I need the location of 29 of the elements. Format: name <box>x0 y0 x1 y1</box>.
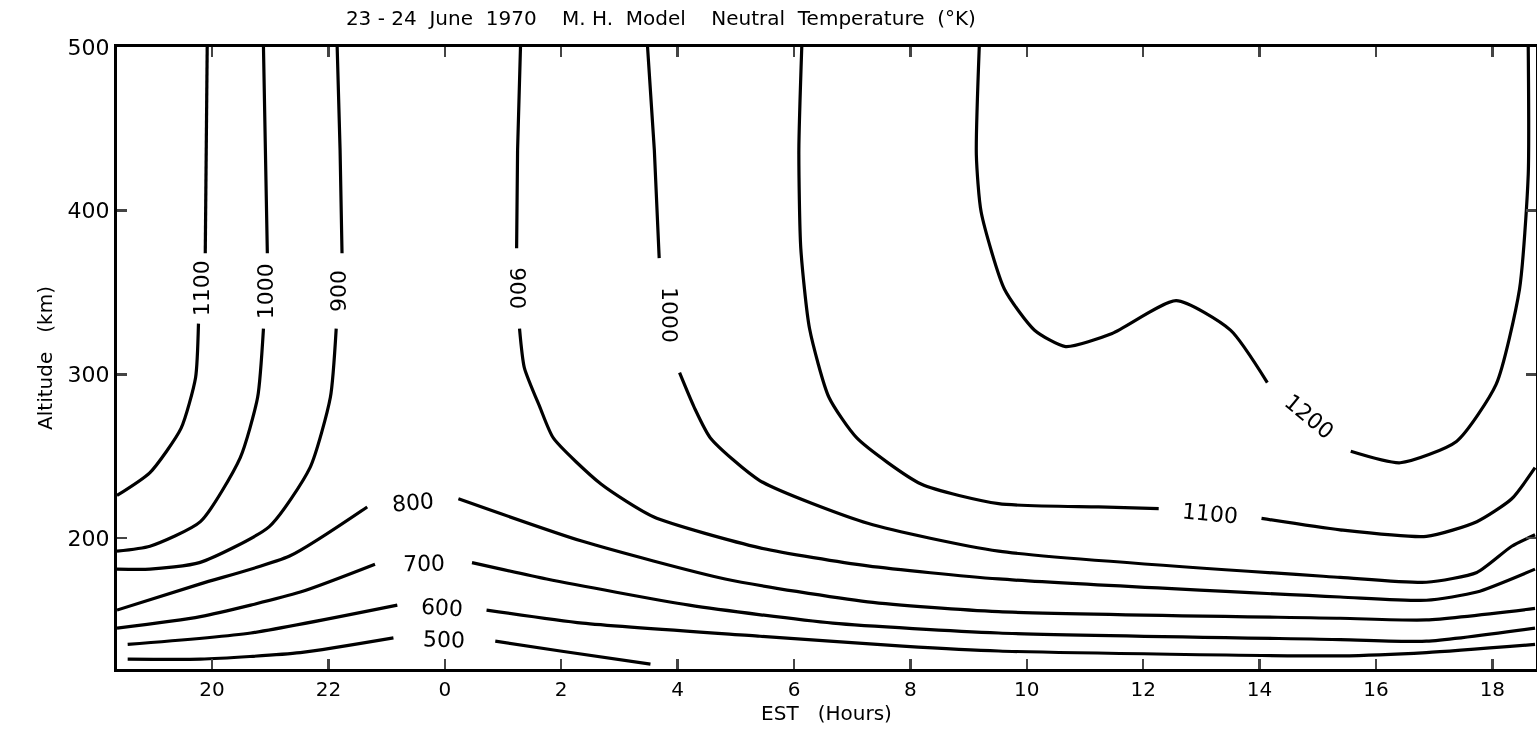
x-tick-label: 0 <box>438 677 452 701</box>
text: 800 <box>390 488 435 517</box>
y-tick-label: 300 <box>67 362 110 388</box>
x-tick-label: 8 <box>904 677 917 701</box>
y-tick-label: 400 <box>67 198 110 224</box>
y-tick-label: 200 <box>67 525 110 551</box>
series-label: 700 <box>402 550 446 577</box>
text: 1100 <box>189 260 215 317</box>
x-tick-label: 4 <box>671 677 684 701</box>
x-tick-label: 2 <box>554 677 568 701</box>
text: 1100 <box>1180 498 1240 529</box>
x-tick-label: 16 <box>1363 677 1389 701</box>
chart-title: 23 - 24 June 1970 M. H. Model Neutral Temperature (°K) <box>345 6 976 31</box>
y-axis-title: Altitude (km) <box>33 286 58 430</box>
x-tick-label: 20 <box>199 677 225 701</box>
x-tick-label: 6 <box>787 677 801 701</box>
text: 900 <box>505 267 531 310</box>
series-label: 600 <box>420 593 464 622</box>
x-tick-label: 22 <box>315 677 342 701</box>
x-tick-label: 10 <box>1014 677 1040 701</box>
x-tick-label: 18 <box>1479 677 1506 701</box>
x-tick-label: 12 <box>1130 677 1156 701</box>
x-axis-title: EST (Hours) <box>761 701 892 725</box>
text: 1000 <box>252 263 278 320</box>
series-label: 500 <box>422 626 466 653</box>
text: 1000 <box>656 287 682 344</box>
x-tick-label: 14 <box>1246 677 1273 701</box>
y-tick-label: 500 <box>67 34 110 60</box>
text: 900 <box>326 270 352 312</box>
